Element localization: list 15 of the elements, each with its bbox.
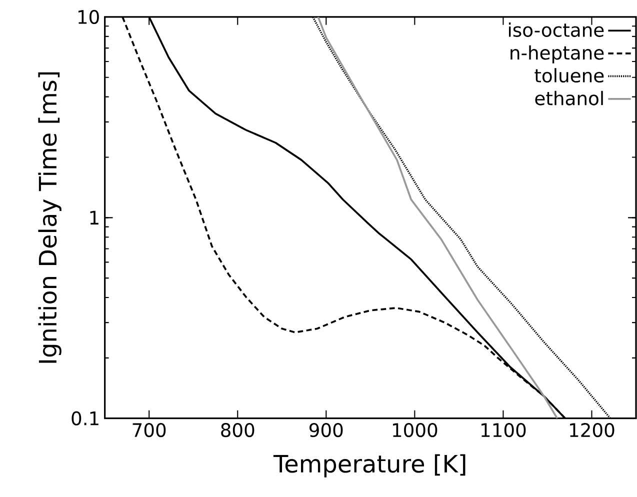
- legend-label: n-heptane: [510, 45, 604, 64]
- x-axis-title: Temperature [K]: [273, 454, 466, 478]
- x-tick-label: 700: [132, 422, 166, 438]
- legend-label: iso-octane: [508, 22, 604, 37]
- x-tick-label: 1200: [570, 422, 614, 438]
- x-tick-label: 800: [221, 422, 254, 438]
- y-tick-label: 1: [90, 210, 98, 224]
- y-tick-label: 10: [78, 10, 99, 24]
- legend-label: toluene: [534, 68, 604, 82]
- x-tick-label: 900: [310, 422, 343, 438]
- y-axis-title: Ignition Delay Time [ms]: [38, 72, 62, 363]
- legend-label: ethanol: [535, 90, 603, 106]
- x-tick-label: 1100: [482, 422, 526, 438]
- y-tick-label: 0.1: [72, 411, 98, 426]
- x-tick-label: 1000: [393, 422, 438, 438]
